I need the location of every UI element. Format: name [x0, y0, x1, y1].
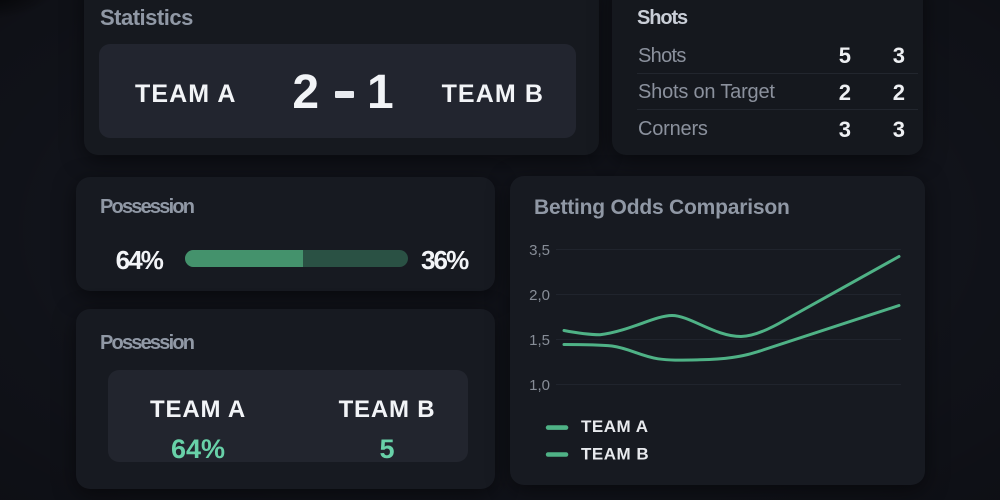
svg-text:1,5: 1,5	[529, 332, 550, 349]
svg-text:2,0: 2,0	[529, 287, 550, 304]
svg-text:1,0: 1,0	[529, 377, 550, 394]
svg-text:3,5: 3,5	[529, 242, 550, 259]
svg-text:TEAM A: TEAM A	[581, 417, 649, 436]
svg-text:TEAM B: TEAM B	[581, 444, 649, 463]
